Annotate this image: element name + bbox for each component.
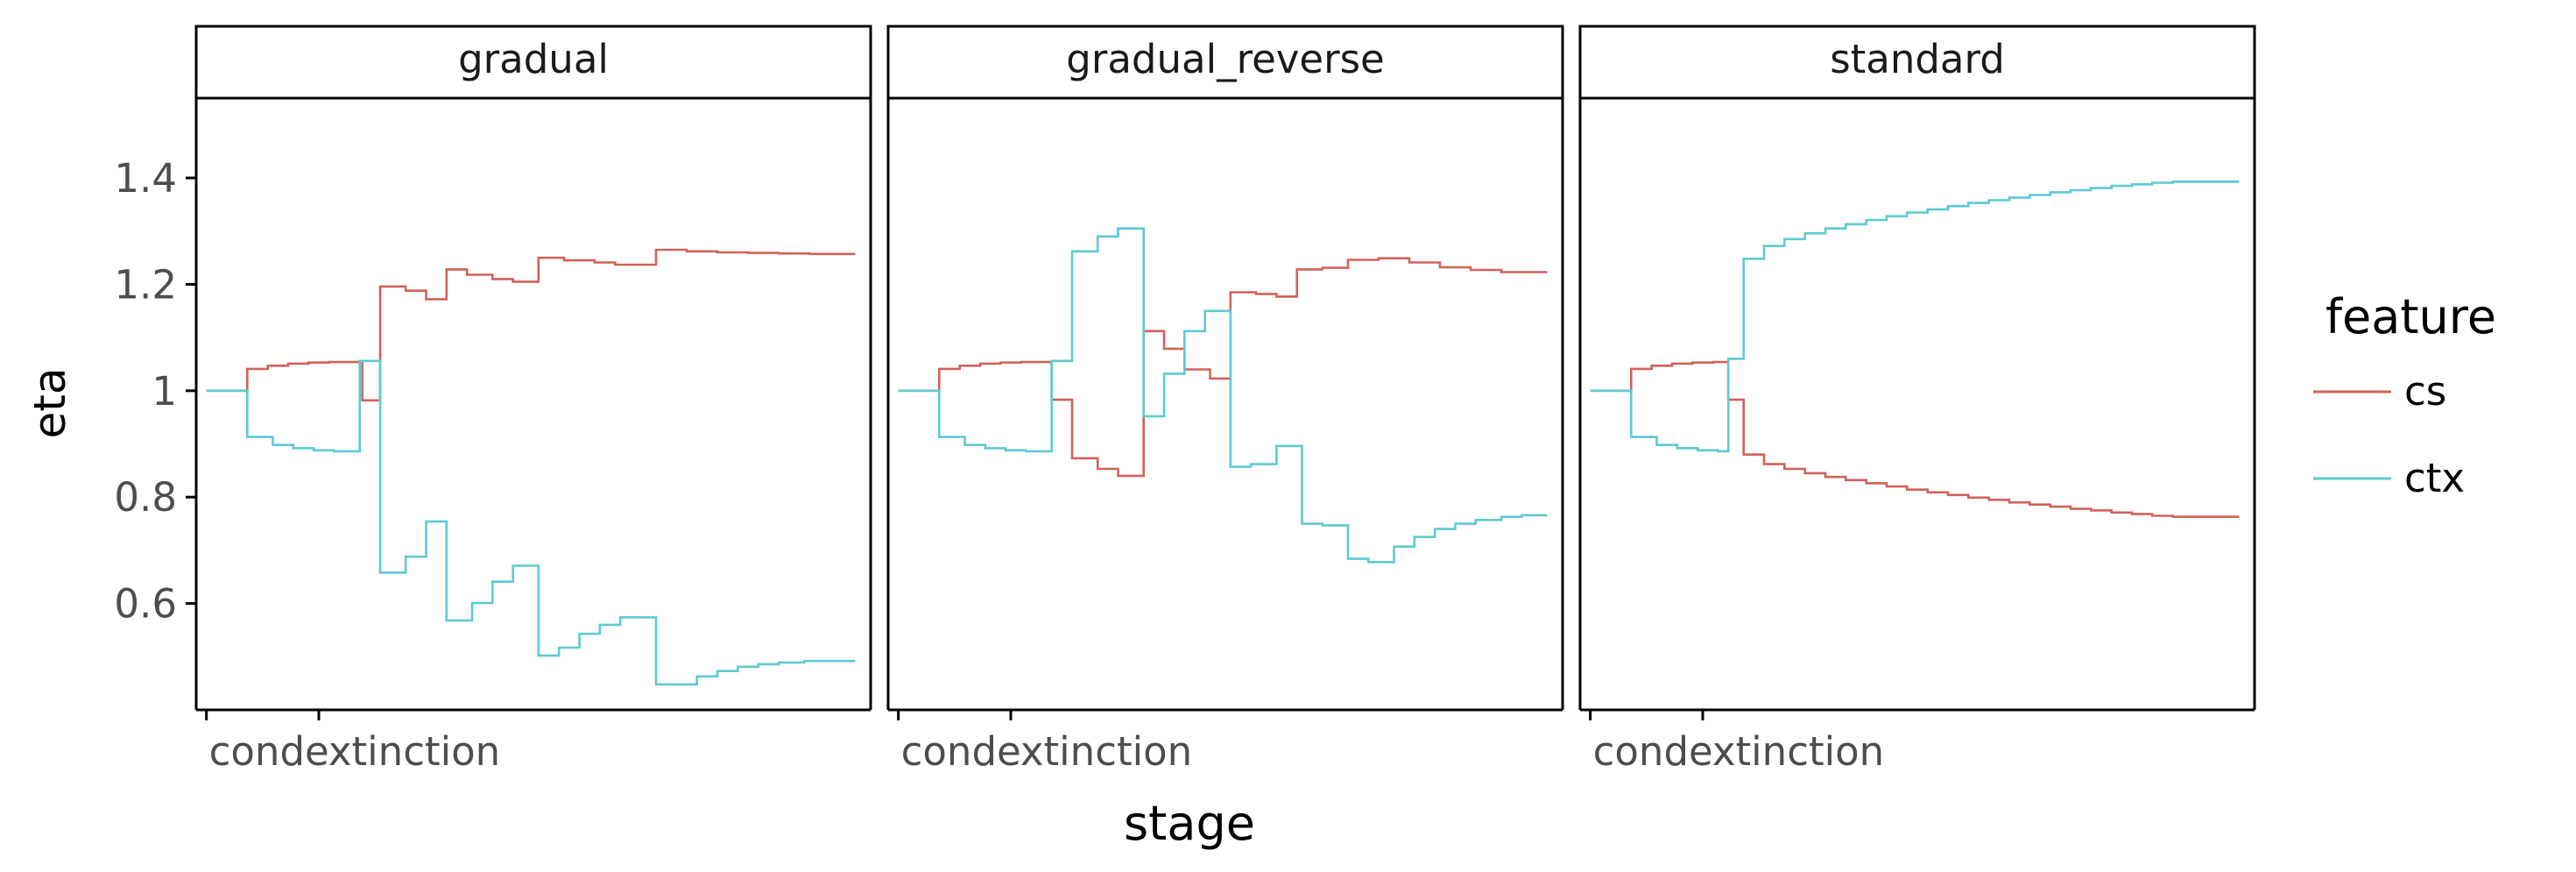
y-tick-label: 1.4 bbox=[114, 155, 177, 202]
series-line-cs bbox=[1590, 360, 2240, 519]
facet-title: gradual bbox=[458, 36, 609, 82]
x-tick-labels: condextinction bbox=[901, 728, 1193, 775]
y-axis-label: eta bbox=[25, 367, 75, 438]
legend: feature cs ctx bbox=[2313, 289, 2496, 501]
y-tick-label: 0.8 bbox=[114, 474, 177, 521]
facet-strip bbox=[1578, 25, 2256, 100]
legend-entries: cs ctx bbox=[2313, 368, 2465, 501]
facet-panel-gradual: gradual condextinction bbox=[194, 25, 872, 775]
panel-border bbox=[1578, 96, 2256, 710]
series-line-cs bbox=[206, 248, 856, 402]
facet-strip bbox=[194, 25, 872, 100]
series-line-ctx bbox=[206, 359, 856, 686]
facet-panel-standard: standard condextinction bbox=[1578, 25, 2256, 775]
facet-title: standard bbox=[1830, 36, 2005, 82]
legend-label-cs: cs bbox=[2404, 368, 2446, 415]
series-line-ctx bbox=[898, 227, 1548, 564]
x-tick-labels: condextinction bbox=[1593, 728, 1884, 775]
y-tick-label: 1 bbox=[152, 368, 177, 415]
x-axis-label: stage bbox=[1124, 796, 1255, 851]
y-axis: 0.6 0.8 1 1.2 1.4 bbox=[114, 155, 196, 627]
facet-panels: gradual condextinction gradual_reversecond… bbox=[194, 25, 2256, 775]
series-line-ctx bbox=[1590, 181, 2240, 453]
series-line-cs bbox=[898, 257, 1548, 478]
facet-panel-gradual-reverse: gradual_reverse condextinction bbox=[886, 25, 1564, 775]
y-tick-label: 1.2 bbox=[114, 261, 177, 308]
panel-border bbox=[886, 96, 1564, 710]
facet-strip bbox=[886, 25, 1564, 100]
y-tick-label: 0.6 bbox=[114, 581, 177, 627]
panel-border bbox=[194, 96, 872, 710]
legend-title: feature bbox=[2325, 289, 2496, 344]
facet-title: gradual_reverse bbox=[1066, 36, 1384, 82]
x-tick-labels: condextinction bbox=[209, 728, 501, 775]
legend-label-ctx: ctx bbox=[2404, 455, 2465, 501]
